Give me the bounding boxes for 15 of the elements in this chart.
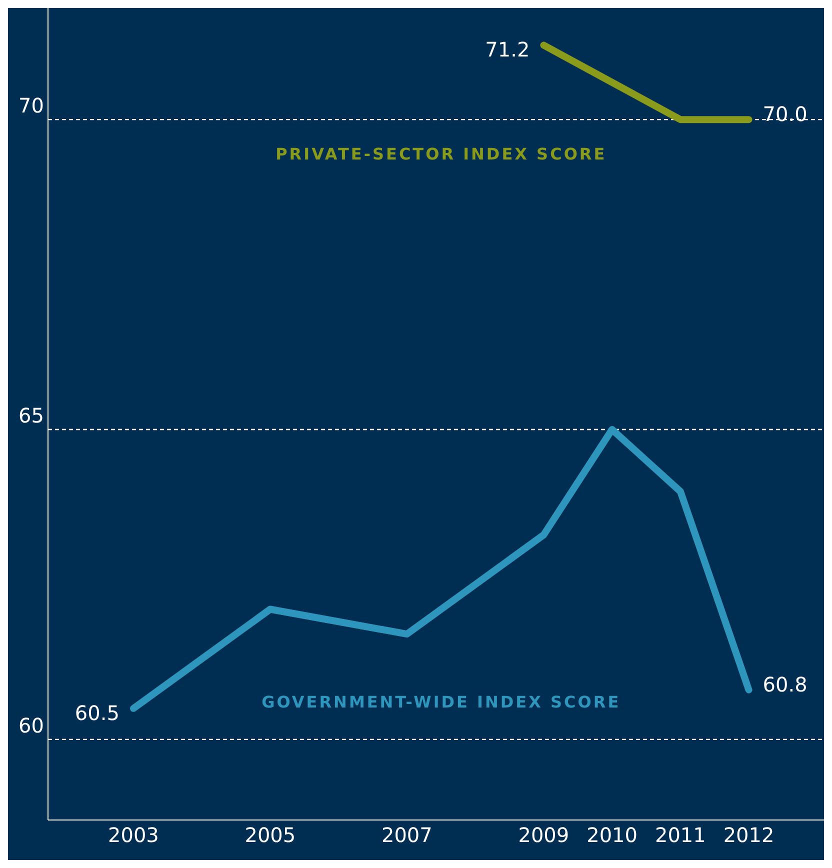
x-tick-label: 2009 [518, 823, 570, 848]
data-label: 60.8 [762, 672, 808, 696]
x-tick-label: 2007 [381, 823, 432, 848]
data-label: 71.2 [485, 38, 530, 62]
text: GOVERNMENT-WIDE INDEX SCORE [262, 692, 621, 712]
y-tick-label: 60 [18, 714, 44, 738]
x-tick-label: 2012 [723, 823, 774, 848]
y-tick-label: 70 [18, 94, 44, 118]
text: PRIVATE-SECTOR INDEX SCORE [276, 144, 607, 164]
x-tick-label: 2010 [586, 823, 638, 848]
x-tick-label: 2003 [108, 823, 159, 848]
y-tick-label: 65 [18, 404, 44, 428]
data-label: 60.5 [74, 700, 120, 725]
x-tick-label: 2011 [654, 823, 706, 848]
x-tick-label: 2005 [244, 823, 296, 848]
